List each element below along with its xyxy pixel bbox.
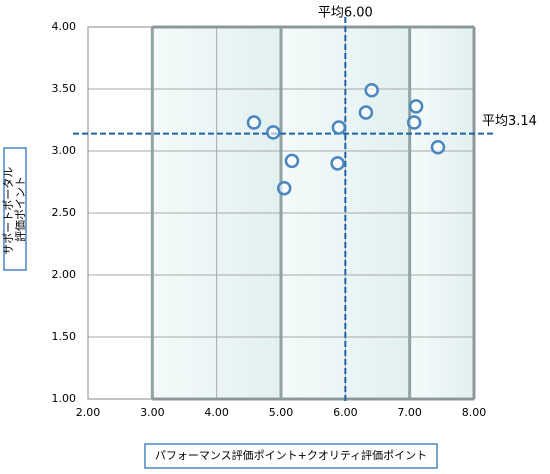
x-tick-label: 6.00	[333, 406, 358, 419]
point	[408, 99, 424, 114]
point	[406, 115, 422, 130]
point	[246, 115, 262, 130]
reference-label: 平均6.00	[318, 6, 373, 21]
y-tick-label: 1.00	[52, 392, 77, 405]
point	[266, 125, 281, 140]
y-axis-label: サポートポータル 評価ポイント	[2, 163, 27, 255]
point	[358, 105, 374, 120]
point	[331, 120, 347, 135]
x-tick-label: 7.00	[397, 406, 422, 419]
plot-border	[87, 26, 475, 400]
y-tick-label: 1.50	[52, 330, 77, 343]
x-tick-label: 5.00	[269, 406, 294, 419]
y-label-box	[3, 147, 27, 271]
point	[276, 180, 292, 196]
y-tick-label: 2.00	[52, 268, 77, 281]
point	[330, 156, 345, 171]
x-label-box	[144, 443, 438, 469]
y-tick-label: 3.00	[52, 144, 77, 157]
y-tick-label: 4.00	[52, 20, 77, 33]
y-label-line: サポートポータル	[2, 167, 15, 255]
y-label-line: 評価ポイント	[13, 176, 27, 242]
x-tick-label: 8.00	[462, 406, 487, 419]
point	[284, 153, 300, 169]
y-tick-label: 2.50	[52, 206, 77, 219]
x-tick-label: 2.00	[76, 406, 101, 419]
x-tick-label: 4.00	[204, 406, 229, 419]
x-axis-label: パフォーマンス評価ポイント+クオリティ評価ポイント	[155, 448, 427, 462]
x-tick-label: 3.00	[140, 406, 165, 419]
point	[430, 140, 446, 155]
point	[364, 82, 379, 98]
y-tick-label: 3.50	[52, 82, 77, 95]
reference-label: 平均3.14	[482, 114, 537, 129]
